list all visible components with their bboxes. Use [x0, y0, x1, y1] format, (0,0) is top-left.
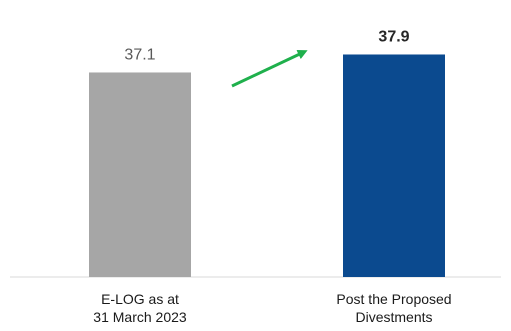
growth-arrow-icon [231, 50, 308, 88]
labels-layer: 37.1 E-LOG as at 31 March 2023 37.9 Post the… [93, 28, 451, 325]
category-label-1-line-2: 31 March 2023 [93, 309, 187, 325]
bar-1-value-label: 37.1 [124, 46, 155, 63]
category-label-2-line-1: Post the Proposed [336, 291, 451, 307]
bar-1 [89, 72, 191, 277]
bar-2 [343, 54, 445, 277]
growth-arrow [231, 50, 308, 88]
bars-layer [89, 54, 445, 277]
category-label-1-line-1: E-LOG as at [101, 291, 179, 307]
bar-2-value-label: 37.9 [378, 28, 409, 45]
category-label-2-line-2: Divestments [355, 309, 432, 325]
